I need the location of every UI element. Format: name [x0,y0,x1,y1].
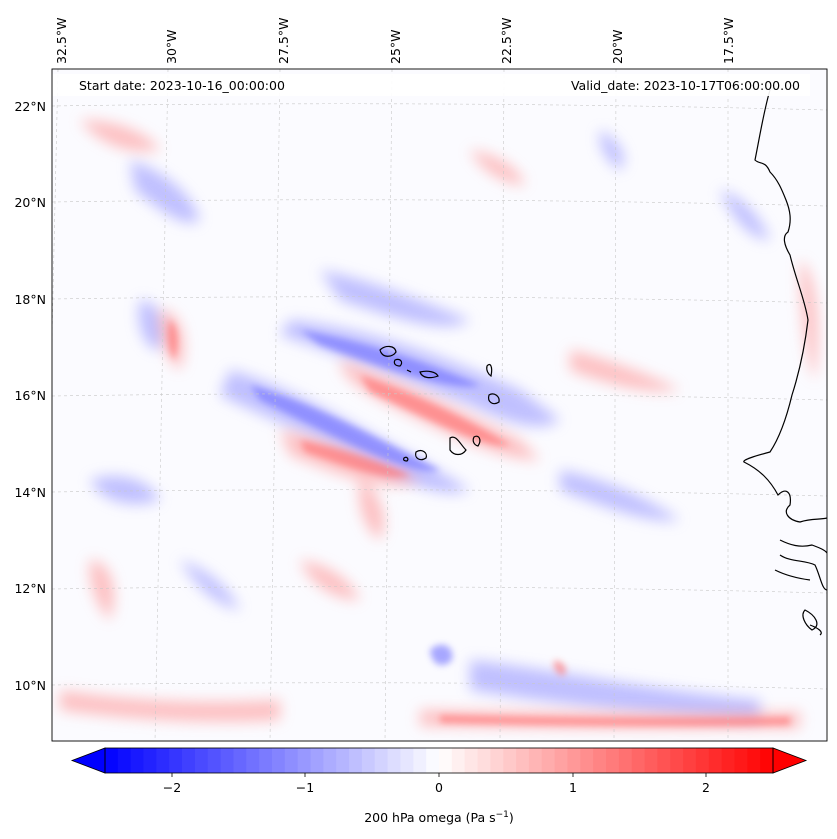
colorbar: −2 −1 0 1 2 200 hPa omega (Pa s−1) [70,747,808,825]
lon-label: 27.5°W [276,18,291,64]
colorbar-extend-left [70,747,106,774]
lat-label: 20°N [14,195,46,210]
colorbar-step [336,748,350,773]
colorbar-step [593,748,607,773]
coastlines [743,89,827,636]
map-frame [51,68,828,742]
colorbar-step [503,748,517,773]
colorbar-step [220,748,234,773]
colorbar-step [143,748,157,773]
colorbar-step [734,748,748,773]
lon-label: 22.5°W [499,18,514,64]
colorbar-step [130,748,144,773]
colorbar-steps [105,748,774,773]
colorbar-step [541,748,556,773]
colorbar-tick-label: −1 [296,780,314,795]
lat-label: 16°N [14,388,46,403]
colorbar-step [516,748,530,773]
colorbar-step [246,748,260,773]
colorbar-step [618,748,633,773]
colorbar-label: 200 hPa omega (Pa s−1) [364,810,514,825]
lon-label: 25°W [388,29,403,64]
colorbar-ticks [171,773,707,777]
colorbar-step [349,748,363,773]
colorbar-step [105,748,119,773]
lat-label: 10°N [14,678,46,693]
colorbar-step [156,748,170,773]
gridlines [52,69,827,741]
colorbar-step [721,748,735,773]
valid-date-label: Valid_date: 2023-10-17T06:00:00.00 [571,78,800,93]
colorbar-step [760,748,774,773]
colorbar-step [284,748,299,773]
colorbar-tick-label: 0 [435,780,443,795]
colorbar-step [182,748,196,773]
colorbar-step [554,748,568,773]
colorbar-step [413,748,427,773]
colorbar-step [233,748,247,773]
colorbar-step [207,748,222,773]
colorbar-step [451,748,466,773]
start-date-label: Start date: 2023-10-16_00:00:00 [79,78,285,93]
colorbar-step [695,748,710,773]
colorbar-step [644,748,658,773]
longitude-labels: 32.5°W 30°W 27.5°W 25°W 22.5°W 20°W 17.5… [54,18,736,64]
colorbar-step [528,748,543,773]
colorbar-extend-right [772,747,808,774]
colorbar-tick-label: 2 [702,780,710,795]
colorbar-tick-label: −2 [163,780,181,795]
lat-label: 14°N [14,485,46,500]
lat-label: 18°N [14,292,46,307]
colorbar-step [708,748,723,773]
lon-label: 30°W [164,29,179,64]
colorbar-step [606,748,620,773]
colorbar-step [580,748,594,773]
colorbar-step [259,748,273,773]
colorbar-step [194,748,209,773]
colorbar-step [657,748,671,773]
colorbar-step [439,748,453,773]
africa-coastline [743,89,827,523]
colorbar-step [567,748,581,773]
lon-label: 32.5°W [54,18,69,64]
colorbar-step [490,748,504,773]
colorbar-step [361,748,376,773]
colorbar-step [272,748,286,773]
colorbar-tick-label: 1 [569,780,577,795]
lon-label: 20°W [610,29,625,64]
colorbar-step [310,748,324,773]
colorbar-step [323,748,337,773]
colorbar-step [297,748,311,773]
header-strip [52,74,810,96]
colorbar-step [477,748,491,773]
lat-label: 22°N [14,99,46,114]
colorbar-step [169,748,183,773]
colorbar-step [631,748,645,773]
colorbar-step [683,748,697,773]
latitude-labels: 22°N 20°N 18°N 16°N 14°N 12°N 10°N [14,99,46,693]
colorbar-step [374,748,389,773]
colorbar-step [426,748,440,773]
lon-label: 17.5°W [721,18,736,64]
lat-label: 12°N [14,581,46,596]
colorbar-step [670,748,684,773]
colorbar-step [464,748,478,773]
colorbar-step [387,748,401,773]
colorbar-step [747,748,761,773]
cape-verde-islands [379,345,500,462]
map-panel [52,69,827,741]
colorbar-step [400,748,414,773]
colorbar-step [117,748,132,773]
